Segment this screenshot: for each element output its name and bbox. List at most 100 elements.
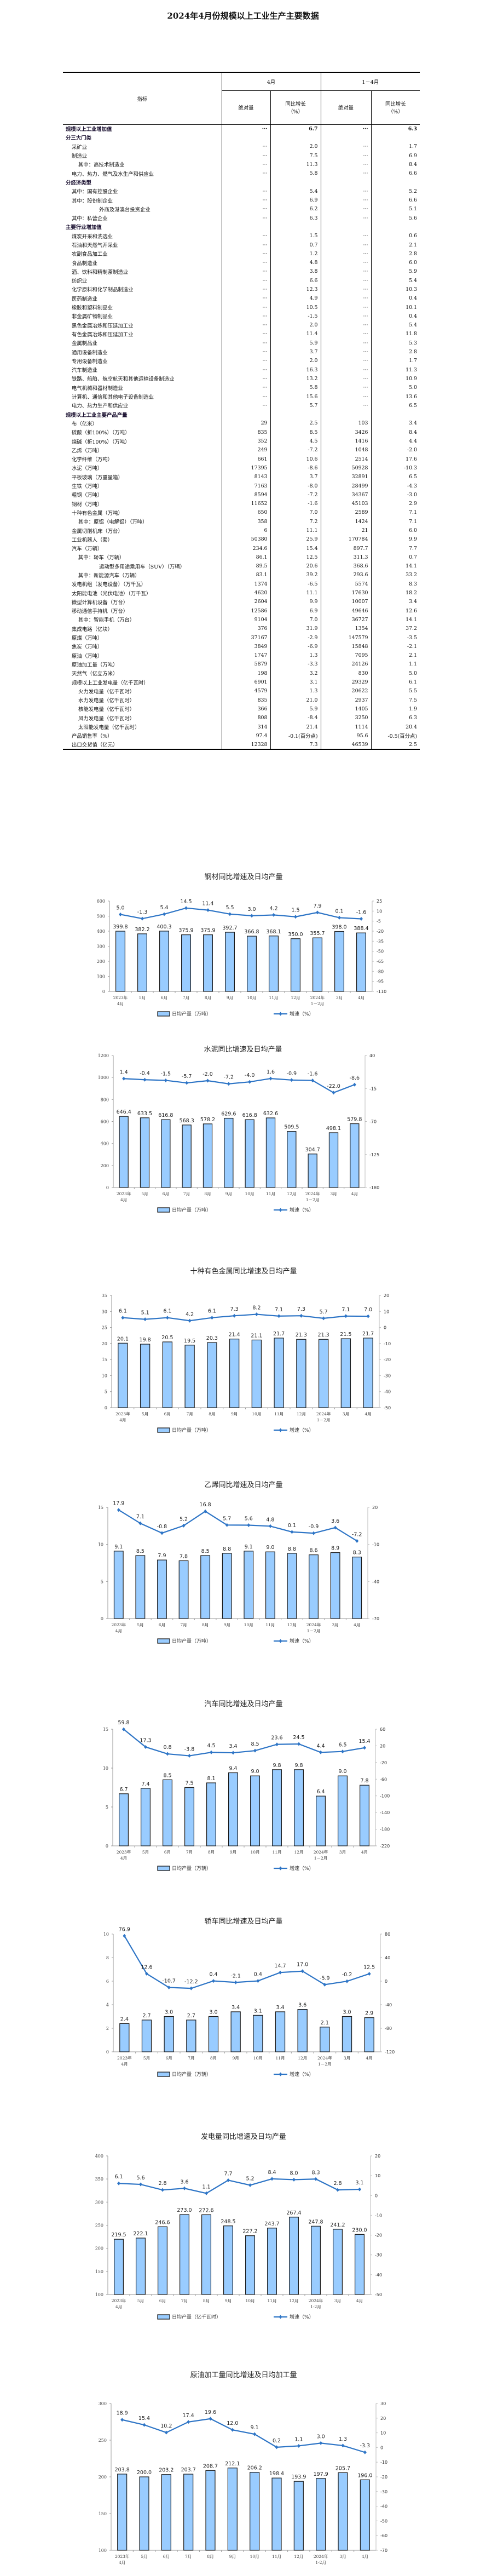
janapr-yoy: 18.2 [371, 588, 420, 598]
april-absolute: 8143 [221, 472, 270, 481]
line-value-label: 12.6 [141, 1964, 152, 1970]
line-value-label: 7.3 [230, 1306, 239, 1312]
header-janapr-yoy: 同比增长 （%） [371, 90, 420, 125]
table-row: 平板玻璃（万重量箱） 8143 3.7 32891 6.5 [63, 472, 420, 481]
table-row: 黑色金属冶炼和压延加工业 ··· 2.0 ··· 5.4 [63, 320, 420, 330]
y-right-tick: -30 [375, 2253, 382, 2258]
bar [287, 1131, 297, 1188]
chart-title: 轿车同比增速及日均产量 [204, 1917, 282, 1926]
janapr-absolute: ··· [320, 365, 371, 375]
april-yoy: 4.5 [270, 437, 321, 446]
row-name: 硫酸（折100%）（万吨） [72, 430, 130, 437]
april-yoy: 2.0 [270, 356, 321, 366]
row-name: 粗钢（万吨） [72, 492, 103, 499]
y-left-tick: 0 [101, 1616, 103, 1621]
x-axis-label: 2023年 [115, 2554, 130, 2559]
table-row: 天然气（亿立方米） 198 3.2 830 5.0 [63, 669, 420, 678]
x-axis-label: 7月 [186, 1412, 193, 1416]
table-row: 电力、热力、燃气及水生产和供应业 ··· 5.8 ··· 6.6 [63, 169, 420, 178]
row-name: 微型计算机设备（万台） [72, 599, 129, 606]
diamond-marker-icon [248, 1080, 252, 1084]
y-left-tick: 200 [101, 1163, 109, 1168]
diamond-marker-icon [212, 1979, 215, 1983]
bar-value-label: 2.7 [142, 2013, 151, 2019]
bar [157, 1559, 167, 1619]
x-axis-label: 6月 [161, 995, 167, 1000]
janapr-yoy: 6.6 [371, 169, 420, 178]
april-yoy [270, 133, 321, 142]
diamond-marker-icon [363, 2450, 367, 2454]
x-axis-label: 5月 [139, 995, 146, 1000]
row-name: 水力发电量（亿千瓦时） [78, 698, 135, 704]
april-absolute: 835 [221, 696, 270, 705]
y-left-tick: 15 [103, 1727, 108, 1732]
bar [244, 1551, 254, 1619]
bar-value-label: 646.4 [117, 1109, 131, 1115]
janapr-yoy: 13.6 [371, 392, 420, 401]
janapr-absolute: 20622 [320, 686, 371, 696]
bar-value-label: 375.9 [200, 928, 215, 934]
april-absolute [221, 133, 270, 142]
table-row: 采矿业 ··· 2.0 ··· 1.7 [63, 142, 420, 151]
line-value-label: -0.8 [157, 1524, 167, 1530]
janapr-absolute: ··· [320, 285, 371, 294]
april-absolute: ··· [221, 187, 270, 196]
chart-6: 发电量同比增速及日均产量 100 150 200 250 300 350 400 -50 -40-… [55, 2114, 432, 2344]
table-row: 风力发电量（亿千瓦时） 808 -8.4 3250 6.3 [63, 713, 420, 722]
row-name: 酒、饮料和精制茶制造业 [72, 269, 129, 276]
april-yoy: 10.5 [270, 302, 321, 312]
y-left-tick: 0 [105, 1405, 107, 1410]
bar [229, 1339, 240, 1408]
diamond-marker-icon [338, 915, 341, 920]
janapr-absolute [320, 222, 371, 232]
diamond-marker-icon [163, 912, 166, 916]
april-yoy: -2.9 [270, 633, 321, 642]
row-name: 主要行业增加值 [66, 225, 102, 231]
bar-value-label: 20.5 [161, 1335, 173, 1341]
bar-value-label: 219.5 [111, 2232, 126, 2238]
growth-line [124, 1935, 370, 1989]
table-row: 农副食品加工业 ··· 1.2 ··· 2.8 [63, 249, 420, 259]
janapr-yoy: 5.0 [371, 669, 420, 678]
april-yoy: 0.7 [270, 240, 321, 250]
bar [180, 2214, 190, 2295]
bar [119, 2023, 130, 2052]
janapr-yoy: 0.7 [371, 553, 420, 562]
header-april: 4月 [221, 72, 321, 91]
bar [140, 1117, 150, 1188]
x-axis-label: 1－2月 [306, 1197, 320, 1202]
row-name: 其中：私营企业 [72, 216, 108, 222]
diamond-marker-icon [312, 1531, 316, 1535]
y-right-tick: 0 [375, 2193, 378, 2198]
x-axis-label: 4月 [354, 1622, 360, 1627]
table-row: 产品销售率（%） 97.4 -0.1(百分点) 95.6 -0.5(百分点) [63, 731, 420, 741]
x-axis-label: 3月 [336, 995, 343, 1000]
x-axis-label: 5月 [137, 1622, 143, 1627]
y-right-tick: 10 [380, 2431, 386, 2436]
y-right-tick: -60 [380, 2533, 387, 2538]
janapr-absolute [320, 410, 371, 419]
bar [207, 1342, 217, 1408]
bar [311, 2225, 321, 2295]
x-axis-label: 4月 [364, 1412, 371, 1416]
chart-title: 原油加工量同比增速及日均加工量 [190, 2371, 297, 2379]
diamond-marker-icon [336, 2188, 339, 2192]
janapr-yoy: -3.5 [371, 633, 420, 642]
x-axis-label: 12月 [294, 2554, 303, 2559]
janapr-absolute: 36727 [320, 615, 371, 624]
y-right-tick: 20 [380, 2416, 386, 2421]
bar-value-label: 3.0 [209, 2010, 217, 2016]
diamond-marker-icon [253, 1748, 257, 1753]
janapr-absolute: ··· [320, 151, 371, 160]
janapr-absolute: 147579 [320, 633, 371, 642]
row-name: 原油加工量（万吨） [72, 662, 118, 668]
line-value-label: -3.3 [360, 2443, 371, 2449]
janapr-yoy [371, 222, 420, 232]
diamond-marker-icon [144, 1745, 147, 1749]
row-name: 天然气（亿立方米） [72, 671, 118, 678]
row-name: 产品销售率（%） [72, 733, 113, 740]
legend-line-label: 增速（%） [290, 1207, 314, 1213]
bar [250, 2472, 260, 2551]
janapr-yoy: 0.4 [371, 312, 420, 321]
april-absolute: ··· [221, 356, 270, 366]
